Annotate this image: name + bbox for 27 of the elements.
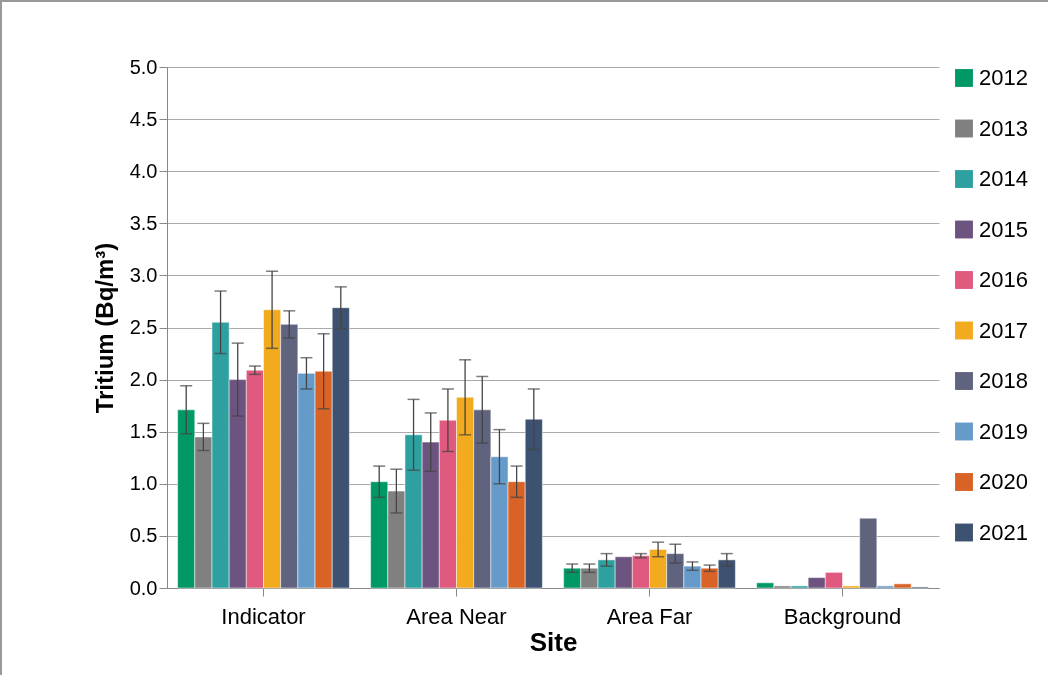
legend-label: 2018 — [979, 368, 1028, 393]
y-tick-label: 2.0 — [129, 368, 158, 391]
y-tick-label: 1.0 — [129, 472, 158, 495]
x-tick-label: Area Near — [406, 603, 507, 629]
x-axis-title: Site — [529, 626, 578, 657]
legend-label: 2019 — [979, 418, 1028, 444]
y-tick-label: 5.0 — [129, 55, 158, 78]
legend-label: 2017 — [979, 317, 1028, 343]
x-tick-label: Background — [783, 603, 902, 629]
legend-label: 2021 — [979, 519, 1028, 545]
y-tick-label: 4.0 — [129, 159, 158, 182]
legend-label: 2016 — [979, 267, 1028, 292]
y-tick-label: 4.5 — [129, 107, 158, 130]
y-tick-label: 0.5 — [129, 524, 158, 547]
legend-label: 2012 — [979, 65, 1028, 90]
y-axis-title: Tritium (Bq/m³) — [90, 242, 118, 414]
legend-label: 2020 — [979, 469, 1028, 494]
y-tick-label: 3.5 — [129, 211, 158, 234]
legend-label: 2015 — [979, 216, 1028, 242]
y-tick-label: 1.5 — [129, 420, 158, 443]
x-tick-label: Area Far — [606, 603, 693, 629]
legend-label: 2014 — [979, 166, 1028, 191]
y-tick-label: 3.0 — [129, 263, 158, 286]
legend-label: 2013 — [979, 115, 1028, 141]
y-tick-label: 2.5 — [129, 316, 158, 338]
y-tick-label: 0.0 — [129, 576, 158, 599]
x-tick-label: Indicator — [221, 603, 306, 629]
